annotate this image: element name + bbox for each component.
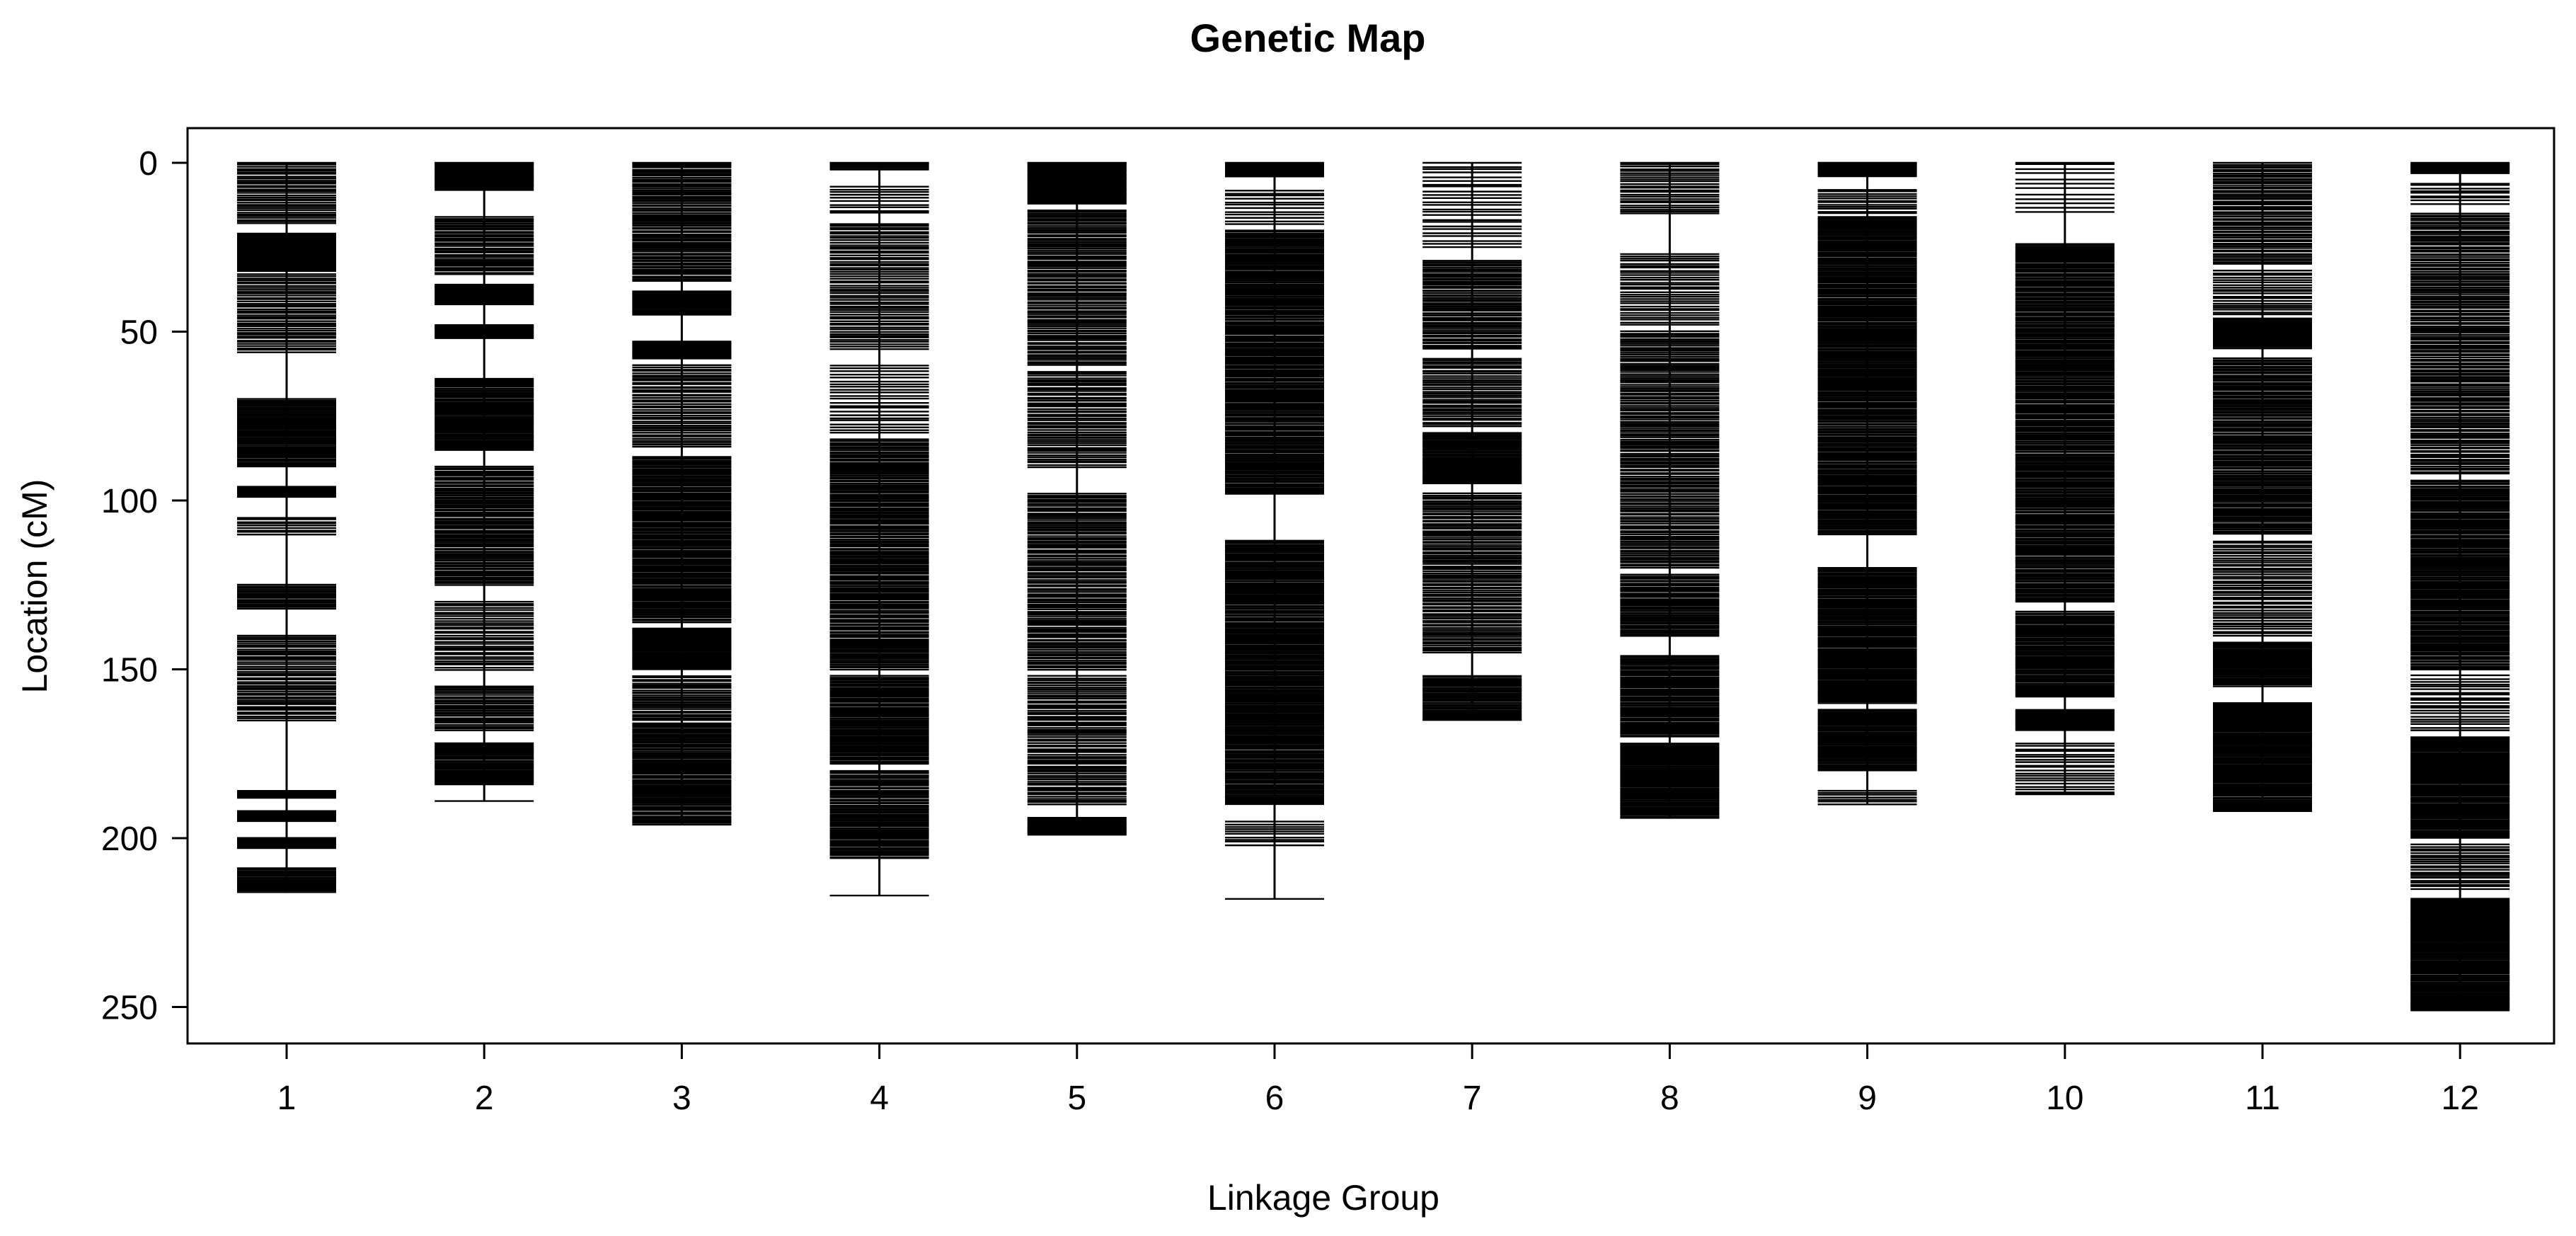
x-tick-label: 11 <box>2245 1080 2280 1117</box>
linkage-group-11 <box>2213 161 2312 813</box>
x-tick-label: 12 <box>2442 1080 2479 1117</box>
linkage-groups <box>237 161 2510 1012</box>
plot-frame <box>186 127 2555 1045</box>
x-tick-label: 7 <box>1463 1080 1482 1117</box>
linkage-group-9 <box>1817 161 1917 806</box>
x-tick-label: 10 <box>2046 1080 2083 1117</box>
linkage-group-1 <box>237 161 336 893</box>
x-tick-label: 9 <box>1858 1080 1877 1117</box>
y-tick-label: 50 <box>120 314 158 352</box>
x-tick-label: 3 <box>672 1080 691 1117</box>
x-axis: 1 2 3 4 5 6 7 8 9 10 11 12 <box>277 1043 2479 1117</box>
y-tick-label: 100 <box>101 483 158 520</box>
x-tick-label: 4 <box>870 1080 889 1117</box>
x-tick-label: 6 <box>1265 1080 1284 1117</box>
x-tick-label: 2 <box>475 1080 494 1117</box>
y-tick-label: 250 <box>101 990 158 1027</box>
linkage-group-10 <box>2015 161 2115 796</box>
linkage-group-7 <box>1422 161 1522 721</box>
y-axis-label: Location (cM) <box>15 479 54 694</box>
linkage-group-12 <box>2410 161 2510 1012</box>
x-axis-label: Linkage Group <box>1207 1178 1439 1218</box>
linkage-group-4 <box>829 161 929 897</box>
chart-title: Genetic Map <box>1190 16 1426 60</box>
linkage-group-3 <box>632 161 732 826</box>
x-tick-label: 1 <box>277 1080 297 1117</box>
linkage-group-8 <box>1620 161 1720 819</box>
linkage-group-6 <box>1225 161 1324 900</box>
y-tick-label: 200 <box>101 820 158 858</box>
y-tick-label: 150 <box>101 652 158 689</box>
y-tick-label: 0 <box>139 145 158 183</box>
x-tick-label: 8 <box>1660 1080 1679 1117</box>
x-tick-label: 5 <box>1067 1080 1086 1117</box>
y-axis: 0 50 100 150 200 250 <box>101 145 188 1027</box>
linkage-group-2 <box>435 161 534 802</box>
linkage-group-5 <box>1027 161 1127 836</box>
